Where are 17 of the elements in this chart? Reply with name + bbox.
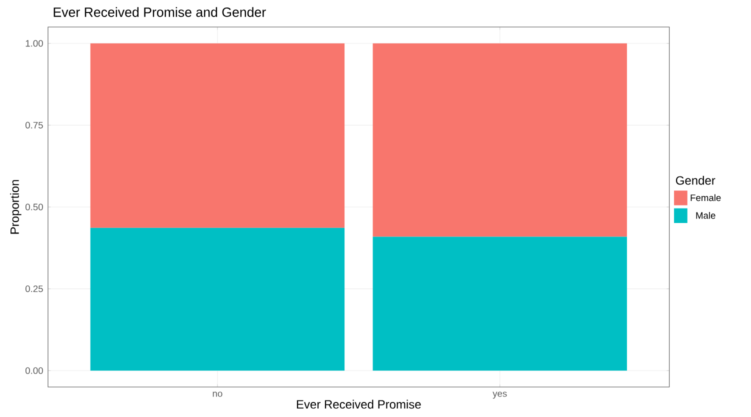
- y-tick-label: 0.25: [25, 286, 43, 292]
- x-tick-label: yes: [492, 392, 507, 399]
- y-tick-label: 0.50: [25, 204, 43, 210]
- bar: [90, 43, 345, 228]
- legend-title: Gender: [676, 176, 716, 185]
- legend-label: Male: [696, 212, 716, 219]
- y-tick-label: 1.00: [26, 40, 43, 47]
- y-tick-label: 0.00: [25, 367, 43, 374]
- bar: [90, 228, 345, 371]
- y-axis-title: Proportion: [10, 180, 22, 234]
- y-tick-label: 0.75: [25, 122, 43, 128]
- x-axis-title: Ever Received Promise: [296, 400, 421, 409]
- x-tick-label: no: [212, 392, 222, 397]
- chart-title: Ever Received Promise and Gender: [54, 7, 266, 17]
- bar: [372, 43, 627, 237]
- bar: [372, 236, 627, 371]
- legend-label: Female: [690, 194, 721, 202]
